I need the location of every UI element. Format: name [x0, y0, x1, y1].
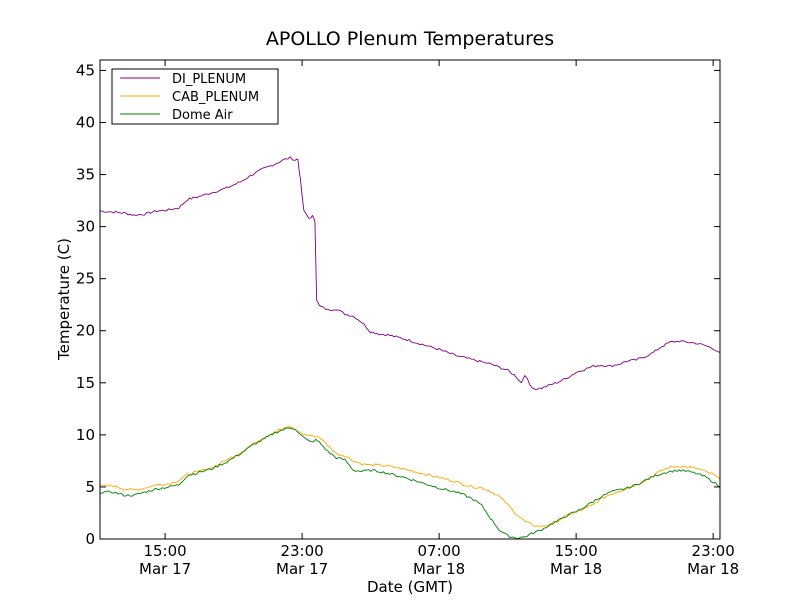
y-tick-label: 30: [76, 218, 95, 236]
x-tick-label-time: 07:00: [417, 542, 460, 560]
x-axis-label: Date (GMT): [367, 578, 453, 596]
x-tick-label-date: Mar 18: [687, 560, 739, 578]
x-tick-label-date: Mar 17: [276, 560, 328, 578]
x-tick-label-time: 15:00: [143, 542, 186, 560]
y-tick-label: 5: [85, 478, 95, 496]
y-tick-label: 10: [76, 426, 95, 444]
chart-title: APOLLO Plenum Temperatures: [266, 28, 554, 50]
x-tick-label-date: Mar 17: [139, 560, 191, 578]
x-tick-label-time: 23:00: [692, 542, 735, 560]
y-tick-label: 35: [76, 166, 95, 184]
x-tick-label-date: Mar 18: [413, 560, 465, 578]
y-tick-label: 25: [76, 270, 95, 288]
legend: DI_PLENUM CAB_PLENUM Dome Air: [111, 68, 279, 125]
legend-label: Dome Air: [172, 108, 233, 123]
x-tick-label-time: 23:00: [280, 542, 323, 560]
series-line-di-plenum: [99, 156, 721, 390]
y-tick-label: 15: [76, 374, 95, 392]
plot-area: [99, 59, 721, 540]
series-line-dome-air: [99, 427, 721, 539]
series-layer: [99, 156, 721, 539]
legend-label: DI_PLENUM: [172, 72, 246, 87]
y-tick-label: 0: [85, 530, 95, 548]
x-tick-label-time: 15:00: [555, 542, 598, 560]
legend-label: CAB_PLENUM: [172, 90, 259, 105]
y-tick-label: 20: [76, 322, 95, 340]
y-axis-label: Temperature (C): [55, 238, 73, 361]
x-tick-label-date: Mar 18: [550, 560, 602, 578]
y-tick-label: 45: [76, 61, 95, 79]
plot-border: [99, 59, 721, 540]
legend-entries: DI_PLENUM CAB_PLENUM Dome Air: [120, 72, 259, 123]
series-line-cab-plenum: [99, 426, 721, 528]
y-tick-label: 40: [76, 113, 95, 131]
